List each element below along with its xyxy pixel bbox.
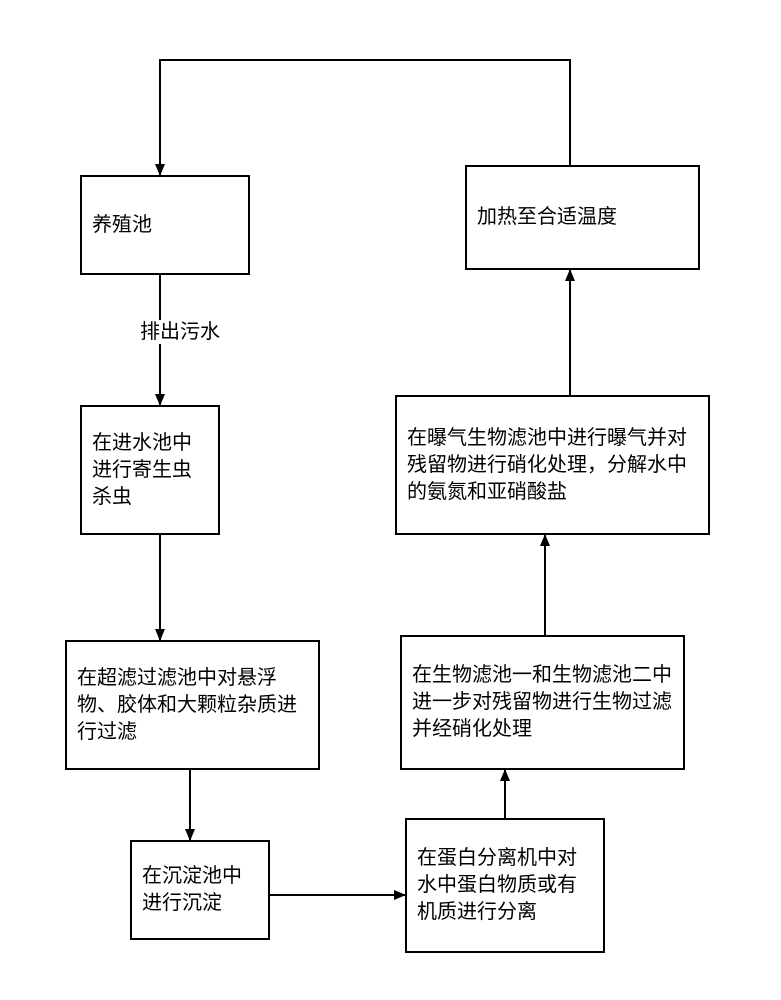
edge-label-e1: 排出污水 (140, 320, 220, 344)
flow-node-label: 在生物滤池一和生物滤池二中进一步对残留物进行生物过滤并经硝化处理 (412, 662, 673, 743)
flow-node-n7: 在曝气生物滤池中进行曝气并对残留物进行硝化处理，分解水中的氨氮和亚硝酸盐 (395, 395, 710, 535)
edge-label-text: 排出污水 (140, 321, 220, 343)
flow-node-n2: 在进水池中进行寄生虫杀虫 (80, 405, 220, 535)
edge-n8-n1 (160, 60, 570, 175)
flow-node-label: 在曝气生物滤池中进行曝气并对残留物进行硝化处理，分解水中的氨氮和亚硝酸盐 (407, 425, 698, 506)
flow-node-n3: 在超滤过滤池中对悬浮物、胶体和大颗粒杂质进行过滤 (65, 640, 320, 770)
flow-node-label: 加热至合适温度 (477, 204, 617, 231)
flow-node-label: 在蛋白分离机中对水中蛋白物质或有机质进行分离 (417, 845, 593, 926)
flow-node-n5: 在蛋白分离机中对水中蛋白物质或有机质进行分离 (405, 818, 605, 953)
flow-node-n1: 养殖池 (80, 175, 250, 275)
flow-node-label: 在超滤过滤池中对悬浮物、胶体和大颗粒杂质进行过滤 (77, 665, 308, 746)
flow-node-n8: 加热至合适温度 (465, 165, 700, 270)
flow-node-label: 在进水池中进行寄生虫杀虫 (92, 430, 208, 511)
flow-node-n6: 在生物滤池一和生物滤池二中进一步对残留物进行生物过滤并经硝化处理 (400, 635, 685, 770)
flow-node-label: 在沉淀池中进行沉淀 (142, 863, 258, 917)
flow-node-label: 养殖池 (92, 212, 152, 239)
flow-node-n4: 在沉淀池中进行沉淀 (130, 840, 270, 940)
